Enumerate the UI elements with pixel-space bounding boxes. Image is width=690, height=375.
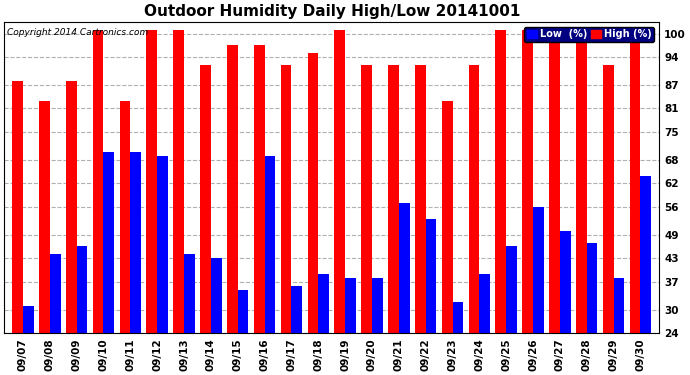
Bar <box>442 100 453 375</box>
Bar <box>281 65 291 375</box>
Bar <box>50 254 61 375</box>
Bar <box>130 152 141 375</box>
Bar <box>426 219 436 375</box>
Bar <box>77 246 88 375</box>
Bar <box>469 65 480 375</box>
Bar <box>640 176 651 375</box>
Bar <box>576 30 586 375</box>
Bar <box>549 30 560 375</box>
Bar <box>318 274 329 375</box>
Title: Outdoor Humidity Daily High/Low 20141001: Outdoor Humidity Daily High/Low 20141001 <box>144 4 520 19</box>
Bar <box>104 152 115 375</box>
Bar <box>560 231 571 375</box>
Legend: Low  (%), High (%): Low (%), High (%) <box>524 27 654 42</box>
Bar <box>211 258 221 375</box>
Bar <box>480 274 490 375</box>
Text: Copyright 2014 Cartronics.com: Copyright 2014 Cartronics.com <box>8 28 148 37</box>
Bar <box>238 290 248 375</box>
Bar <box>388 65 399 375</box>
Bar <box>399 203 410 375</box>
Bar <box>362 65 372 375</box>
Bar <box>335 30 345 375</box>
Bar <box>372 278 383 375</box>
Bar <box>146 30 157 375</box>
Bar <box>39 100 50 375</box>
Bar <box>23 306 34 375</box>
Bar <box>200 65 211 375</box>
Bar <box>586 243 598 375</box>
Bar <box>157 156 168 375</box>
Bar <box>533 207 544 375</box>
Bar <box>173 30 184 375</box>
Bar <box>506 246 517 375</box>
Bar <box>522 30 533 375</box>
Bar <box>415 65 426 375</box>
Bar <box>12 81 23 375</box>
Bar <box>613 278 624 375</box>
Bar <box>264 156 275 375</box>
Bar <box>119 100 130 375</box>
Bar <box>345 278 356 375</box>
Bar <box>630 30 640 375</box>
Bar <box>453 302 463 375</box>
Bar <box>254 45 264 375</box>
Bar <box>66 81 77 375</box>
Bar <box>603 65 613 375</box>
Bar <box>184 254 195 375</box>
Bar <box>291 286 302 375</box>
Bar <box>92 30 104 375</box>
Bar <box>227 45 238 375</box>
Bar <box>495 30 506 375</box>
Bar <box>308 53 318 375</box>
